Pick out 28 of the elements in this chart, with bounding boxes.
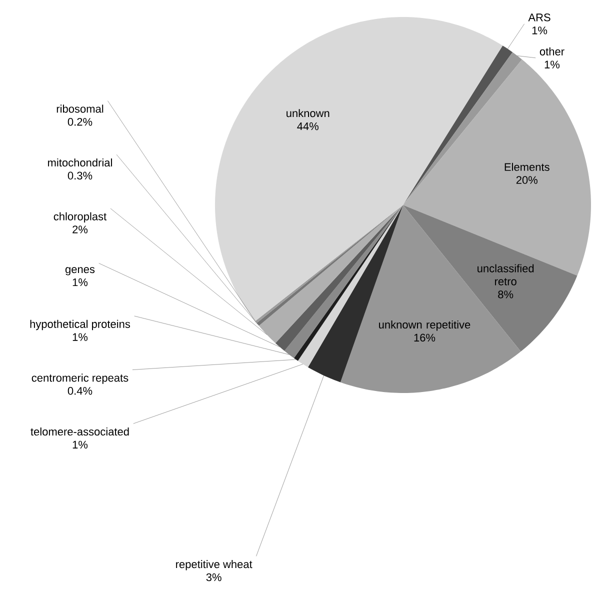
data-label: 0.3% (68, 172, 92, 180)
slice-label: ribosomal (56, 104, 104, 113)
slice-label: centromeric repeats (32, 374, 128, 384)
slice-label: Elements (504, 162, 550, 171)
data-label: 0.2% (68, 118, 92, 126)
slice-label: unknown repetitive (379, 320, 470, 331)
data-label: 44% (297, 122, 318, 130)
data-label: 8% (498, 290, 514, 298)
slice-label: ARS (528, 14, 550, 22)
slice-label: other (540, 47, 564, 56)
slice-label: chloroplast (54, 212, 107, 223)
slice-label: repetitive wheat (176, 560, 252, 570)
data-label: 1% (532, 26, 548, 34)
slice-label: hypothetical proteins (30, 320, 130, 330)
data-label: 3% (206, 573, 222, 582)
data-label: 2% (72, 226, 88, 234)
slice-label: telomere-associated (30, 427, 129, 436)
data-label: 16% (414, 334, 436, 342)
slice-label: unclassified retro (478, 264, 534, 286)
data-label: 1% (544, 60, 560, 68)
data-label: 0.4% (68, 386, 92, 395)
data-label: 1% (72, 278, 88, 286)
data-label: 1% (72, 440, 88, 449)
slice-label: mitochondrial (48, 158, 112, 167)
slice-label: unknown (286, 109, 330, 118)
slice-label: genes (65, 267, 95, 276)
data-label: 1% (72, 333, 88, 341)
data-label: 20% (516, 176, 538, 184)
